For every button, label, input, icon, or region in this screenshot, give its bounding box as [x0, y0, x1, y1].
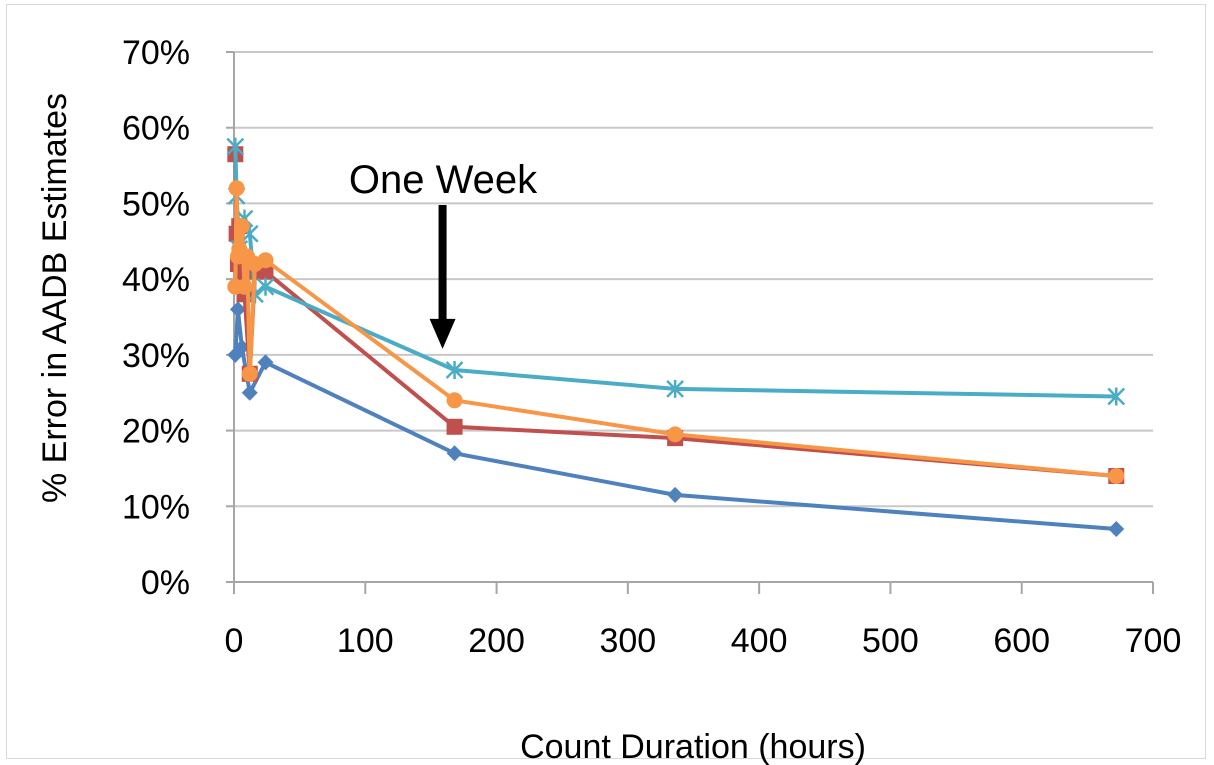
annotation-arrow-icon: [429, 205, 456, 349]
y-tick-label: 40%: [122, 261, 190, 299]
y-tick-label: 60%: [122, 110, 190, 148]
data-point: [667, 426, 684, 443]
x-tick-label: 300: [599, 622, 656, 660]
series-4: [227, 180, 1125, 484]
y-axis-ticks: 0% 10% 20% 30% 40% 50% 60% 70%: [122, 34, 234, 602]
data-point: [446, 445, 463, 462]
series-1: [227, 301, 1125, 537]
data-point: [666, 379, 685, 398]
data-point: [256, 277, 275, 296]
chart-frame: [6, 4, 1206, 759]
data-point: [446, 418, 463, 435]
annotation-group: One Week: [349, 158, 538, 349]
data-point: [233, 218, 250, 235]
data-point: [241, 384, 258, 401]
x-tick-label: 400: [731, 622, 788, 660]
y-tick-label: 20%: [122, 413, 190, 451]
data-point: [667, 486, 684, 503]
data-point: [1107, 387, 1126, 406]
data-point: [445, 361, 464, 379]
data-point: [1108, 521, 1125, 537]
y-tick-label: 10%: [122, 488, 190, 526]
x-tick-label: 600: [993, 622, 1050, 660]
data-point: [241, 365, 258, 382]
y-tick-label: 50%: [122, 185, 190, 223]
y-tick-label: 30%: [122, 337, 190, 375]
x-tick-label: 100: [337, 622, 394, 660]
data-point: [257, 354, 274, 371]
axes: [233, 52, 1153, 583]
x-tick-label: 500: [862, 622, 919, 660]
data-point: [257, 252, 274, 269]
x-axis-title: Count Duration (hours): [520, 728, 866, 765]
y-tick-label: 0%: [141, 564, 190, 602]
y-tick-label: 70%: [122, 34, 190, 72]
data-point: [1108, 468, 1125, 484]
x-tick-label: 200: [468, 622, 525, 660]
x-tick-label: 0: [225, 622, 244, 660]
series-group: [226, 137, 1126, 537]
data-point: [226, 137, 245, 156]
x-axis-ticks: 0 100 200 300 400 500 600 700: [225, 582, 1182, 660]
grid-lines: [234, 51, 1153, 508]
data-point: [228, 180, 245, 197]
data-point: [446, 392, 463, 409]
y-axis-title: % Error in AADB Estimates: [36, 93, 74, 503]
x-tick-label: 700: [1125, 622, 1182, 660]
data-point: [236, 278, 253, 295]
data-point: [229, 301, 246, 318]
annotation-one-week: One Week: [349, 158, 538, 202]
